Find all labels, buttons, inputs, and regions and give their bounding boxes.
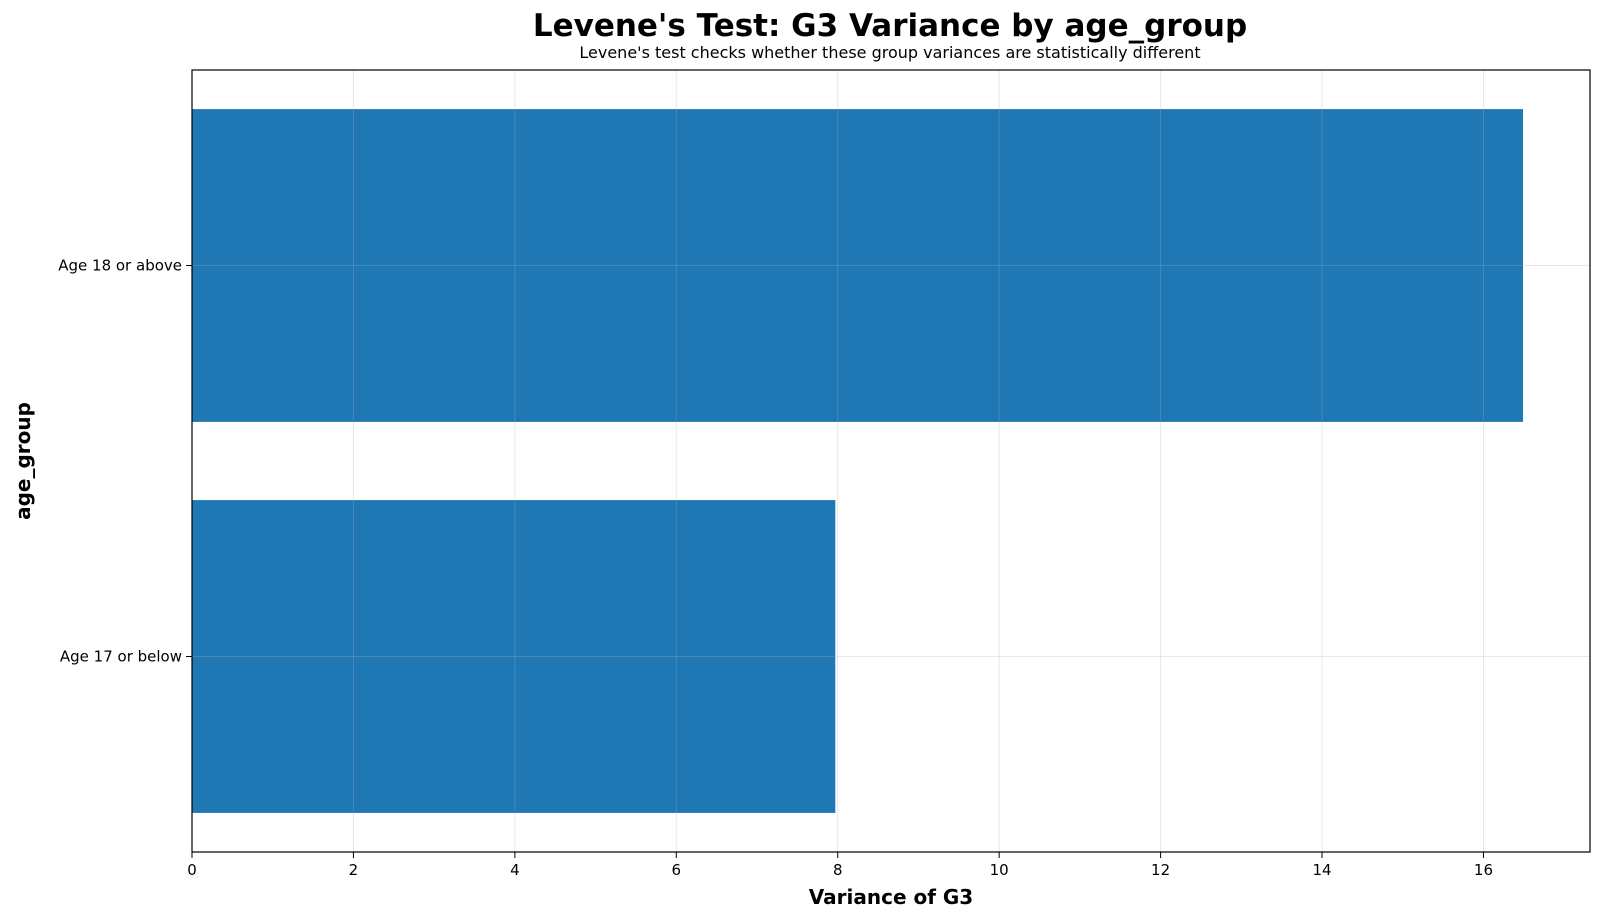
chart-title: Levene's Test: G3 Variance by age_group	[533, 8, 1247, 44]
bar	[192, 500, 836, 813]
x-axis-ticks: 0 2 4 6 8 10 12 14 16	[187, 852, 1493, 879]
x-tick-label: 6	[672, 861, 682, 879]
y-tick-label: Age 17 or below	[60, 648, 182, 666]
bars	[192, 109, 1524, 813]
x-tick-label: 14	[1312, 861, 1331, 879]
x-tick-label: 10	[990, 861, 1009, 879]
plot-area-border	[191, 69, 1591, 853]
y-axis-ticks: Age 17 or below Age 18 or above	[58, 257, 192, 666]
x-tick-label: 2	[349, 861, 359, 879]
grid	[191, 70, 1590, 852]
y-tick-label: Age 18 or above	[58, 257, 182, 275]
x-tick-label: 8	[833, 861, 843, 879]
x-axis-label: Variance of G3	[809, 885, 973, 909]
x-tick-label: 12	[1151, 861, 1170, 879]
bar	[192, 109, 1524, 422]
x-tick-label: 4	[510, 861, 520, 879]
x-tick-label: 16	[1474, 861, 1493, 879]
chart-subtitle: Levene's test checks whether these group…	[579, 43, 1200, 62]
y-axis-label: age_group	[11, 402, 35, 520]
x-tick-label: 0	[187, 861, 197, 879]
